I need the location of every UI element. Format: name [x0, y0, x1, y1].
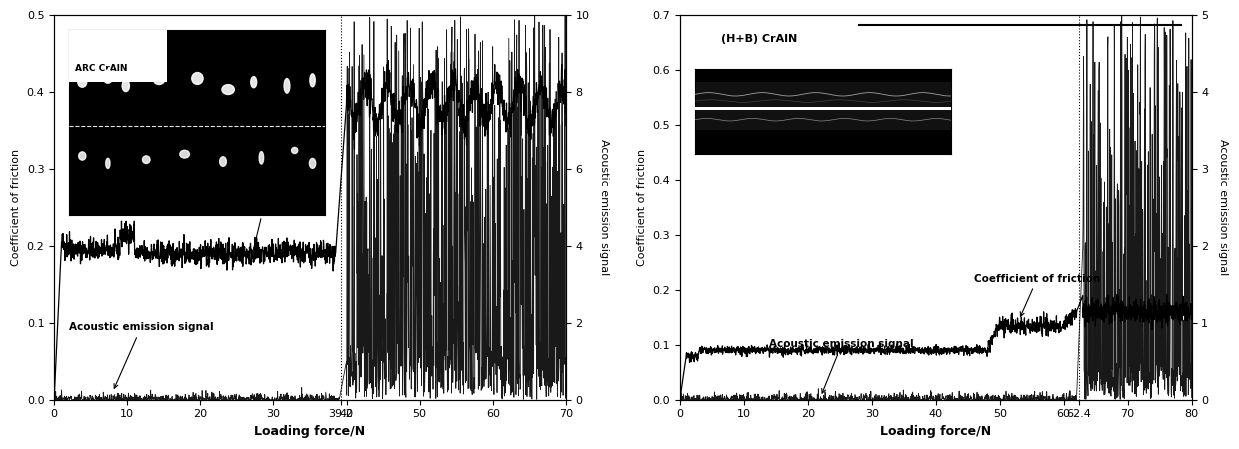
Text: Coefficient of friction: Coefficient of friction — [201, 203, 327, 253]
Y-axis label: Acoustic emission signal: Acoustic emission signal — [1218, 139, 1228, 276]
X-axis label: Loading force/N: Loading force/N — [254, 425, 366, 438]
Text: Coefficient of friction: Coefficient of friction — [974, 273, 1100, 316]
Text: Acoustic emission signal: Acoustic emission signal — [769, 339, 914, 393]
Y-axis label: Coefficient of friction: Coefficient of friction — [11, 149, 21, 266]
X-axis label: Loading force/N: Loading force/N — [880, 425, 991, 438]
Y-axis label: Acoustic emission signal: Acoustic emission signal — [598, 139, 610, 276]
Text: Acoustic emission signal: Acoustic emission signal — [68, 322, 213, 388]
Text: (H+B) CrAlN: (H+B) CrAlN — [721, 34, 797, 44]
Y-axis label: Coefficient of friction: Coefficient of friction — [637, 149, 647, 266]
